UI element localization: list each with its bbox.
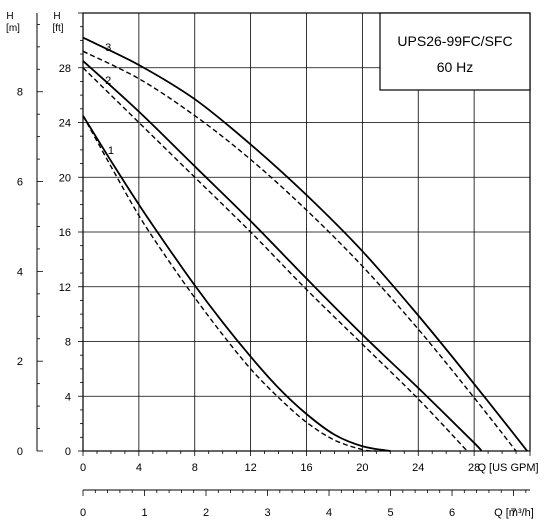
y-ft-tick-label: 8 [65, 337, 71, 349]
y-m-tick-label: 8 [17, 87, 23, 99]
y-ft-tick-label: 24 [59, 118, 71, 130]
x-gpm-tick-label: 4 [136, 462, 142, 474]
x-gpm-tick-label: 16 [300, 462, 312, 474]
y-ft-tick-label: 16 [59, 227, 71, 239]
curve-speed-1-solid [82, 115, 391, 452]
curve-speed-3-dashed [82, 50, 517, 452]
y-ft-tick-label: 20 [59, 172, 71, 184]
x-gpm-tick-label: 8 [192, 462, 198, 474]
x-m3h-tick-label: 2 [203, 507, 209, 519]
y-ft-tick-label: 12 [59, 282, 71, 294]
x-gpm-tick-label: 12 [245, 462, 257, 474]
x-m3h-axis-label: Q [m³/h] [494, 507, 534, 519]
x-gpm-tick-label: 0 [80, 462, 86, 474]
y-m-tick-label: 2 [17, 356, 23, 368]
curves [82, 36, 528, 452]
y-m-tick-label: 4 [17, 266, 23, 278]
ylabel-ft-symbol: H [53, 11, 60, 22]
x-m3h-tick-label: 7 [510, 507, 516, 519]
curve-speed-2-dashed [82, 67, 468, 452]
curve-speed-1-dashed [82, 115, 377, 452]
title-box: UPS26-99FC/SFC 60 Hz [379, 12, 531, 91]
x-m3h-tick-label: 5 [387, 507, 393, 519]
title-box-frame [379, 12, 531, 91]
axes: 0 4 8 12 16 20 24 28Q [US GPM]0 1 2 3 4 5 6 7Q [m³/h]0… [17, 12, 539, 519]
speed-label-2: 2 [105, 75, 111, 87]
y-ft-tick-label: 0 [65, 446, 71, 458]
y-ft-tick-label: 28 [59, 63, 71, 75]
x-m3h-tick-label: 1 [141, 507, 147, 519]
ylabel-ft-unit: [ft] [52, 23, 63, 34]
x-gpm-tick-label: 24 [412, 462, 424, 474]
curve-speed-2-solid [82, 60, 483, 452]
y-m-tick-label: 0 [17, 446, 23, 458]
x-gpm-tick-label: 28 [468, 462, 480, 474]
x-m3h-tick-label: 6 [449, 507, 455, 519]
speed-label-1: 1 [108, 145, 114, 157]
x-gpm-tick-label: 20 [356, 462, 368, 474]
ylabel-m-unit: [m] [6, 23, 20, 34]
speed-labels: 1 2 3 [105, 42, 114, 157]
chart-title: UPS26-99FC/SFC [397, 33, 512, 49]
x-m3h-tick-label: 0 [80, 507, 86, 519]
chart-subtitle: 60 Hz [437, 59, 474, 75]
x-m3h-tick-label: 3 [264, 507, 270, 519]
ylabel-m-symbol: H [6, 11, 13, 22]
y-ft-tick-label: 4 [65, 391, 71, 403]
y-m-tick-label: 6 [17, 177, 23, 189]
x-gpm-axis-label: Q [US GPM] [477, 462, 538, 474]
curve-speed-3-solid [82, 36, 528, 452]
x-m3h-tick-label: 4 [326, 507, 332, 519]
speed-label-3: 3 [105, 42, 111, 54]
